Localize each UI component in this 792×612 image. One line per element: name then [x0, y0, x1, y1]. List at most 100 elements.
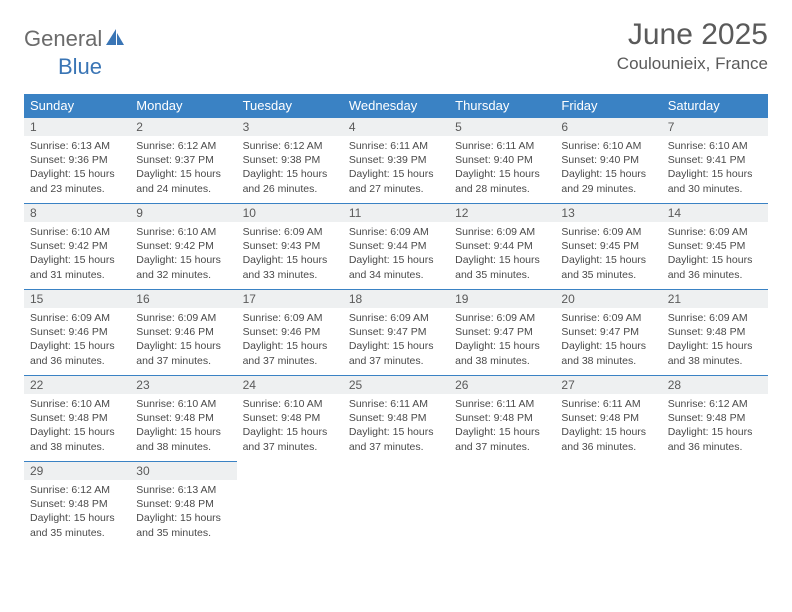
- sunrise-text: Sunrise: 6:09 AM: [455, 225, 549, 239]
- daylight-text-2: and 36 minutes.: [30, 354, 124, 368]
- sunrise-text: Sunrise: 6:10 AM: [30, 225, 124, 239]
- day-number: 7: [662, 117, 768, 136]
- calendar-cell: 3Sunrise: 6:12 AMSunset: 9:38 PMDaylight…: [237, 117, 343, 203]
- day-number: 29: [24, 461, 130, 480]
- daylight-text-1: Daylight: 15 hours: [30, 339, 124, 353]
- weekday-header: Thursday: [449, 94, 555, 117]
- sunset-text: Sunset: 9:42 PM: [30, 239, 124, 253]
- day-number: 10: [237, 203, 343, 222]
- daylight-text-1: Daylight: 15 hours: [30, 425, 124, 439]
- sunset-text: Sunset: 9:47 PM: [561, 325, 655, 339]
- daylight-text-1: Daylight: 15 hours: [455, 253, 549, 267]
- calendar-cell: 25Sunrise: 6:11 AMSunset: 9:48 PMDayligh…: [343, 375, 449, 461]
- daylight-text-1: Daylight: 15 hours: [349, 339, 443, 353]
- calendar-cell: 27Sunrise: 6:11 AMSunset: 9:48 PMDayligh…: [555, 375, 661, 461]
- daylight-text-2: and 38 minutes.: [455, 354, 549, 368]
- sunrise-text: Sunrise: 6:09 AM: [243, 225, 337, 239]
- calendar-cell: [237, 461, 343, 547]
- day-details: Sunrise: 6:11 AMSunset: 9:48 PMDaylight:…: [343, 394, 449, 458]
- sunrise-text: Sunrise: 6:09 AM: [349, 311, 443, 325]
- sunset-text: Sunset: 9:40 PM: [455, 153, 549, 167]
- sunrise-text: Sunrise: 6:10 AM: [30, 397, 124, 411]
- sunrise-text: Sunrise: 6:09 AM: [561, 225, 655, 239]
- day-details: Sunrise: 6:10 AMSunset: 9:48 PMDaylight:…: [130, 394, 236, 458]
- sunset-text: Sunset: 9:44 PM: [455, 239, 549, 253]
- daylight-text-2: and 37 minutes.: [243, 440, 337, 454]
- daylight-text-1: Daylight: 15 hours: [243, 339, 337, 353]
- daylight-text-1: Daylight: 15 hours: [30, 253, 124, 267]
- sunrise-text: Sunrise: 6:12 AM: [668, 397, 762, 411]
- calendar-cell: 13Sunrise: 6:09 AMSunset: 9:45 PMDayligh…: [555, 203, 661, 289]
- calendar-cell: 23Sunrise: 6:10 AMSunset: 9:48 PMDayligh…: [130, 375, 236, 461]
- day-number: 3: [237, 117, 343, 136]
- day-details: Sunrise: 6:09 AMSunset: 9:45 PMDaylight:…: [555, 222, 661, 286]
- day-number: 1: [24, 117, 130, 136]
- sunset-text: Sunset: 9:48 PM: [30, 497, 124, 511]
- sunset-text: Sunset: 9:43 PM: [243, 239, 337, 253]
- calendar-week-row: 1Sunrise: 6:13 AMSunset: 9:36 PMDaylight…: [24, 117, 768, 203]
- day-number: 2: [130, 117, 236, 136]
- sunrise-text: Sunrise: 6:13 AM: [30, 139, 124, 153]
- daylight-text-1: Daylight: 15 hours: [243, 253, 337, 267]
- sunset-text: Sunset: 9:40 PM: [561, 153, 655, 167]
- calendar-cell: 11Sunrise: 6:09 AMSunset: 9:44 PMDayligh…: [343, 203, 449, 289]
- sunrise-text: Sunrise: 6:11 AM: [455, 397, 549, 411]
- day-details: Sunrise: 6:09 AMSunset: 9:47 PMDaylight:…: [343, 308, 449, 372]
- day-details: Sunrise: 6:11 AMSunset: 9:48 PMDaylight:…: [449, 394, 555, 458]
- day-details: Sunrise: 6:09 AMSunset: 9:44 PMDaylight:…: [343, 222, 449, 286]
- sunset-text: Sunset: 9:44 PM: [349, 239, 443, 253]
- daylight-text-2: and 38 minutes.: [30, 440, 124, 454]
- sunrise-text: Sunrise: 6:11 AM: [561, 397, 655, 411]
- sunset-text: Sunset: 9:48 PM: [136, 497, 230, 511]
- sunrise-text: Sunrise: 6:09 AM: [668, 311, 762, 325]
- day-details: Sunrise: 6:10 AMSunset: 9:48 PMDaylight:…: [237, 394, 343, 458]
- calendar-cell: 5Sunrise: 6:11 AMSunset: 9:40 PMDaylight…: [449, 117, 555, 203]
- calendar-cell: 29Sunrise: 6:12 AMSunset: 9:48 PMDayligh…: [24, 461, 130, 547]
- daylight-text-1: Daylight: 15 hours: [136, 511, 230, 525]
- sunset-text: Sunset: 9:48 PM: [243, 411, 337, 425]
- daylight-text-2: and 37 minutes.: [349, 354, 443, 368]
- calendar-week-row: 15Sunrise: 6:09 AMSunset: 9:46 PMDayligh…: [24, 289, 768, 375]
- weekday-header-row: Sunday Monday Tuesday Wednesday Thursday…: [24, 94, 768, 117]
- calendar-cell: 6Sunrise: 6:10 AMSunset: 9:40 PMDaylight…: [555, 117, 661, 203]
- daylight-text-2: and 27 minutes.: [349, 182, 443, 196]
- daylight-text-2: and 35 minutes.: [30, 526, 124, 540]
- calendar-cell: 15Sunrise: 6:09 AMSunset: 9:46 PMDayligh…: [24, 289, 130, 375]
- daylight-text-1: Daylight: 15 hours: [561, 339, 655, 353]
- day-details: Sunrise: 6:10 AMSunset: 9:40 PMDaylight:…: [555, 136, 661, 200]
- day-details: Sunrise: 6:10 AMSunset: 9:42 PMDaylight:…: [130, 222, 236, 286]
- daylight-text-2: and 38 minutes.: [668, 354, 762, 368]
- weekday-header: Sunday: [24, 94, 130, 117]
- sunrise-text: Sunrise: 6:09 AM: [455, 311, 549, 325]
- sunset-text: Sunset: 9:48 PM: [455, 411, 549, 425]
- sunrise-text: Sunrise: 6:10 AM: [668, 139, 762, 153]
- calendar-cell: 20Sunrise: 6:09 AMSunset: 9:47 PMDayligh…: [555, 289, 661, 375]
- daylight-text-2: and 30 minutes.: [668, 182, 762, 196]
- calendar-cell: 19Sunrise: 6:09 AMSunset: 9:47 PMDayligh…: [449, 289, 555, 375]
- day-details: Sunrise: 6:09 AMSunset: 9:46 PMDaylight:…: [237, 308, 343, 372]
- sunrise-text: Sunrise: 6:10 AM: [136, 397, 230, 411]
- day-number: 24: [237, 375, 343, 394]
- daylight-text-2: and 35 minutes.: [455, 268, 549, 282]
- brand-logo: General: [24, 26, 128, 52]
- calendar-cell: [449, 461, 555, 547]
- sunset-text: Sunset: 9:48 PM: [136, 411, 230, 425]
- sunset-text: Sunset: 9:41 PM: [668, 153, 762, 167]
- month-title: June 2025: [617, 18, 768, 52]
- calendar-cell: 4Sunrise: 6:11 AMSunset: 9:39 PMDaylight…: [343, 117, 449, 203]
- day-number: 11: [343, 203, 449, 222]
- sunset-text: Sunset: 9:38 PM: [243, 153, 337, 167]
- day-details: Sunrise: 6:13 AMSunset: 9:36 PMDaylight:…: [24, 136, 130, 200]
- sunrise-text: Sunrise: 6:11 AM: [349, 139, 443, 153]
- day-number: 12: [449, 203, 555, 222]
- daylight-text-1: Daylight: 15 hours: [668, 425, 762, 439]
- calendar-cell: 28Sunrise: 6:12 AMSunset: 9:48 PMDayligh…: [662, 375, 768, 461]
- calendar-cell: 21Sunrise: 6:09 AMSunset: 9:48 PMDayligh…: [662, 289, 768, 375]
- sunset-text: Sunset: 9:46 PM: [136, 325, 230, 339]
- sunrise-text: Sunrise: 6:09 AM: [349, 225, 443, 239]
- brand-word2: Blue: [58, 54, 102, 79]
- day-number: 20: [555, 289, 661, 308]
- calendar-cell: 17Sunrise: 6:09 AMSunset: 9:46 PMDayligh…: [237, 289, 343, 375]
- daylight-text-1: Daylight: 15 hours: [30, 511, 124, 525]
- sunset-text: Sunset: 9:45 PM: [668, 239, 762, 253]
